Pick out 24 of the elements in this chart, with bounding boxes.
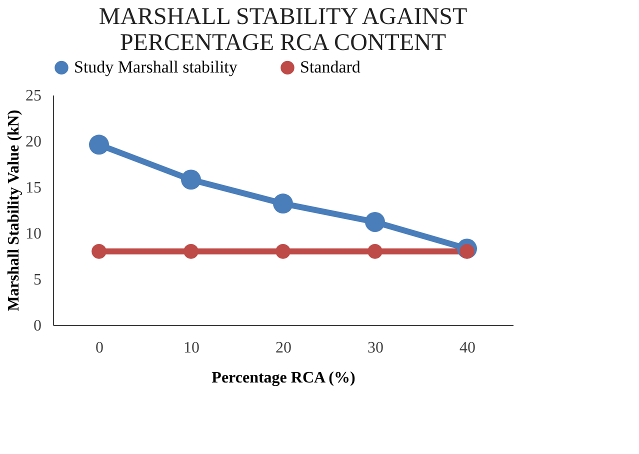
x-tick-label: 30 — [368, 340, 384, 356]
y-tick-label: 15 — [26, 180, 42, 196]
x-tick-label: 40 — [460, 340, 476, 356]
x-tick-label: 0 — [96, 340, 104, 356]
y-tick-label: 25 — [26, 88, 42, 104]
y-tick-label: 5 — [34, 272, 42, 288]
y-tick-label: 0 — [34, 318, 42, 334]
point — [276, 244, 290, 259]
point — [89, 134, 109, 155]
y-tick-label: 10 — [26, 226, 42, 242]
x-tick-label: 20 — [276, 340, 292, 356]
y-axis-title: Marshall Stability Value (kN) — [6, 110, 22, 312]
point — [92, 244, 106, 259]
legend-label: Standard — [300, 58, 361, 77]
point — [184, 244, 198, 259]
point — [368, 244, 382, 259]
point — [273, 194, 293, 214]
point — [365, 212, 385, 232]
legend-label: Study Marshall stability — [74, 58, 238, 77]
y-tick-label: 20 — [26, 134, 42, 150]
chart-title: MARSHALL STABILITY AGAINST PERCENTAGE RCA CONTENT — [98, 4, 468, 56]
x-tick-label: 10 — [184, 340, 200, 356]
point — [181, 170, 201, 190]
x-axis-title: Percentage RCA (%) — [212, 370, 356, 386]
